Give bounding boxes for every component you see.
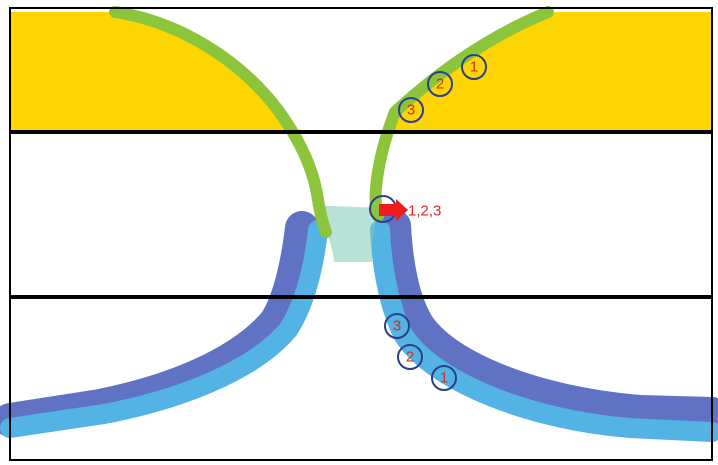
upper-marker-2-ring [427,71,453,97]
crack-tip-marker: 1,2,3 [369,195,441,223]
upper-left-yellow-region [10,12,295,132]
diagram-frame [9,7,713,461]
upper-right-green-band [369,6,554,222]
lower-marker-1: 1 [431,365,457,391]
tip-arrow-icon [379,199,408,221]
lower-marker-3: 3 [384,313,410,339]
upper-marker-1-ring [461,54,487,80]
lower-marker-3-label: 3 [393,318,401,335]
lower-marker-1-label: 1 [440,370,448,387]
upper-marker-1: 1 [461,54,487,80]
lower-marker-3-ring [384,313,410,339]
tip-arrow-label: 1,2,3 [408,203,441,220]
lower-marker-2: 2 [397,344,423,370]
upper-marker-3-label: 3 [407,102,415,119]
upper-marker-2-label: 2 [436,76,444,93]
lower-left-band [0,211,328,438]
upper-marker-3-ring [398,97,424,123]
upper-marker-1-label: 1 [470,59,478,76]
crack-tip-fade [312,205,380,262]
lower-marker-1-ring [431,365,457,391]
upper-right-yellow-region [390,12,712,132]
upper-marker-3: 3 [398,97,424,123]
lower-marker-2-label: 2 [406,349,414,366]
lower-marker-2-ring [397,344,423,370]
upper-marker-2: 2 [427,71,453,97]
upper-left-green-band [109,6,332,238]
